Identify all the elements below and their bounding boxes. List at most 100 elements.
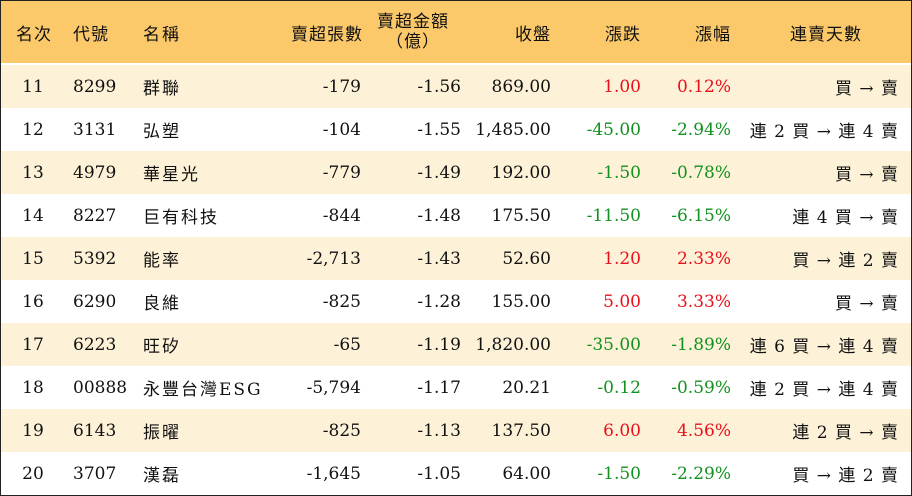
cell-name: 華星光: [143, 165, 200, 185]
cell-code: 8299: [73, 76, 117, 97]
header-sell-amount-line2: （億）: [386, 32, 440, 52]
cell-change: -35.00: [586, 334, 641, 355]
cell-sell-lots: -825: [322, 420, 361, 441]
header-name: 名稱: [143, 24, 181, 45]
cell-sell-lots: -5,794: [306, 377, 361, 398]
cell-name: 能率: [143, 251, 181, 271]
cell-name: 永豐台灣ESG: [143, 380, 263, 400]
cell-code: 00888: [73, 377, 128, 398]
cell-code: 6223: [73, 334, 117, 355]
cell-sell-lots: -779: [322, 162, 361, 183]
cell-code: 3707: [73, 463, 117, 484]
cell-name: 漢磊: [143, 466, 181, 486]
cell-close: 192.00: [491, 162, 551, 183]
cell-change: 5.00: [603, 291, 641, 312]
cell-rank: 15: [22, 248, 44, 269]
cell-rank: 16: [22, 291, 44, 312]
cell-change-pct: -1.89%: [671, 334, 731, 355]
cell-change-pct: -0.59%: [671, 377, 731, 398]
header-sell-amount: 賣超金額 （億）: [363, 12, 463, 52]
table-row: 19 6143 振曜 -825 -1.13 137.50 6.00 4.56% 連 2 買 → …: [1, 409, 911, 452]
header-sell-amount-line1: 賣超金額: [377, 12, 449, 32]
header-sell-lots: 賣超張數: [291, 24, 363, 45]
table-row: 15 5392 能率 -2,713 -1.43 52.60 1.20 2.33% 買 → 連 2…: [1, 237, 911, 280]
cell-change: -1.50: [597, 463, 641, 484]
cell-rank: 12: [22, 119, 44, 140]
cell-change-pct: -2.29%: [671, 463, 731, 484]
cell-code: 4979: [73, 162, 117, 183]
cell-change: 6.00: [603, 420, 641, 441]
cell-sell-lots: -2,713: [306, 248, 361, 269]
cell-code: 6290: [73, 291, 117, 312]
table-row: 13 4979 華星光 -779 -1.49 192.00 -1.50 -0.78% 買 → 賣: [1, 151, 911, 194]
cell-sell-lots: -104: [322, 119, 361, 140]
cell-change-pct: 4.56%: [676, 420, 731, 441]
cell-rank: 14: [22, 205, 44, 226]
table-row: 17 6223 旺矽 -65 -1.19 1,820.00 -35.00 -1.89% 連 6 …: [1, 323, 911, 366]
cell-close: 20.21: [502, 377, 551, 398]
cell-change-pct: 3.33%: [676, 291, 731, 312]
cell-change: 1.20: [603, 248, 641, 269]
header-change-pct: 漲幅: [695, 24, 731, 45]
cell-sell-amount: -1.05: [417, 463, 461, 484]
cell-rank: 13: [22, 162, 44, 183]
cell-close: 1,485.00: [475, 119, 551, 140]
table-row: 14 8227 巨有科技 -844 -1.48 175.50 -11.50 -6.15% 連 4…: [1, 194, 911, 237]
cell-close: 137.50: [491, 420, 551, 441]
cell-sell-amount: -1.19: [417, 334, 461, 355]
cell-sell-amount: -1.56: [417, 76, 461, 97]
cell-sell-amount: -1.48: [417, 205, 461, 226]
cell-sell-lots: -65: [333, 334, 361, 355]
table-row: 16 6290 良維 -825 -1.28 155.00 5.00 3.33% 買 → 賣: [1, 280, 911, 323]
cell-consecutive-days: 連 2 買 → 連 4 賣: [749, 380, 899, 400]
cell-sell-lots: -179: [322, 76, 361, 97]
cell-consecutive-days: 買 → 賣: [834, 79, 899, 99]
cell-consecutive-days: 連 4 買 → 賣: [792, 208, 899, 228]
cell-rank: 17: [22, 334, 44, 355]
cell-consecutive-days: 買 → 連 2 賣: [792, 466, 899, 486]
table-row: 12 3131 弘塑 -104 -1.55 1,485.00 -45.00 -2.94% 連 2…: [1, 108, 911, 151]
cell-sell-amount: -1.49: [417, 162, 461, 183]
cell-sell-amount: -1.13: [417, 420, 461, 441]
cell-name: 群聯: [143, 79, 181, 99]
cell-name: 旺矽: [143, 337, 181, 357]
cell-sell-amount: -1.17: [417, 377, 461, 398]
table-header: 名次 代號 名稱 賣超張數 賣超金額 （億） 收盤 漲跌 漲幅 連賣天數: [1, 1, 911, 63]
cell-consecutive-days: 買 → 賣: [834, 165, 899, 185]
table-row: 11 8299 群聯 -179 -1.56 869.00 1.00 0.12% 買 → 賣: [1, 65, 911, 108]
cell-consecutive-days: 買 → 連 2 賣: [792, 251, 899, 271]
cell-close: 52.60: [502, 248, 551, 269]
cell-close: 1,820.00: [475, 334, 551, 355]
cell-consecutive-days: 買 → 賣: [834, 294, 899, 314]
header-consecutive-days: 連賣天數: [790, 24, 862, 45]
cell-name: 振曜: [143, 423, 181, 443]
cell-change-pct: -2.94%: [671, 119, 731, 140]
cell-rank: 18: [22, 377, 44, 398]
cell-sell-amount: -1.28: [417, 291, 461, 312]
header-code: 代號: [73, 24, 109, 45]
header-close: 收盤: [515, 24, 551, 45]
cell-sell-amount: -1.55: [417, 119, 461, 140]
header-change: 漲跌: [605, 24, 641, 45]
cell-consecutive-days: 連 2 買 → 賣: [792, 423, 899, 443]
cell-sell-lots: -844: [322, 205, 361, 226]
cell-sell-lots: -1,645: [306, 463, 361, 484]
cell-code: 6143: [73, 420, 117, 441]
cell-close: 155.00: [491, 291, 551, 312]
cell-change: 1.00: [603, 76, 641, 97]
cell-name: 巨有科技: [143, 208, 219, 228]
table-row: 18 00888 永豐台灣ESG -5,794 -1.17 20.21 -0.12 -0.59…: [1, 366, 911, 409]
cell-rank: 19: [22, 420, 44, 441]
header-rank: 名次: [16, 24, 52, 45]
cell-sell-lots: -825: [322, 291, 361, 312]
cell-consecutive-days: 連 6 買 → 連 4 賣: [749, 337, 899, 357]
cell-close: 175.50: [491, 205, 551, 226]
cell-change-pct: 2.33%: [676, 248, 731, 269]
cell-rank: 11: [22, 76, 44, 97]
cell-name: 良維: [143, 294, 181, 314]
cell-close: 869.00: [491, 76, 551, 97]
cell-name: 弘塑: [143, 122, 181, 142]
cell-change: -11.50: [586, 205, 641, 226]
cell-sell-amount: -1.43: [417, 248, 461, 269]
